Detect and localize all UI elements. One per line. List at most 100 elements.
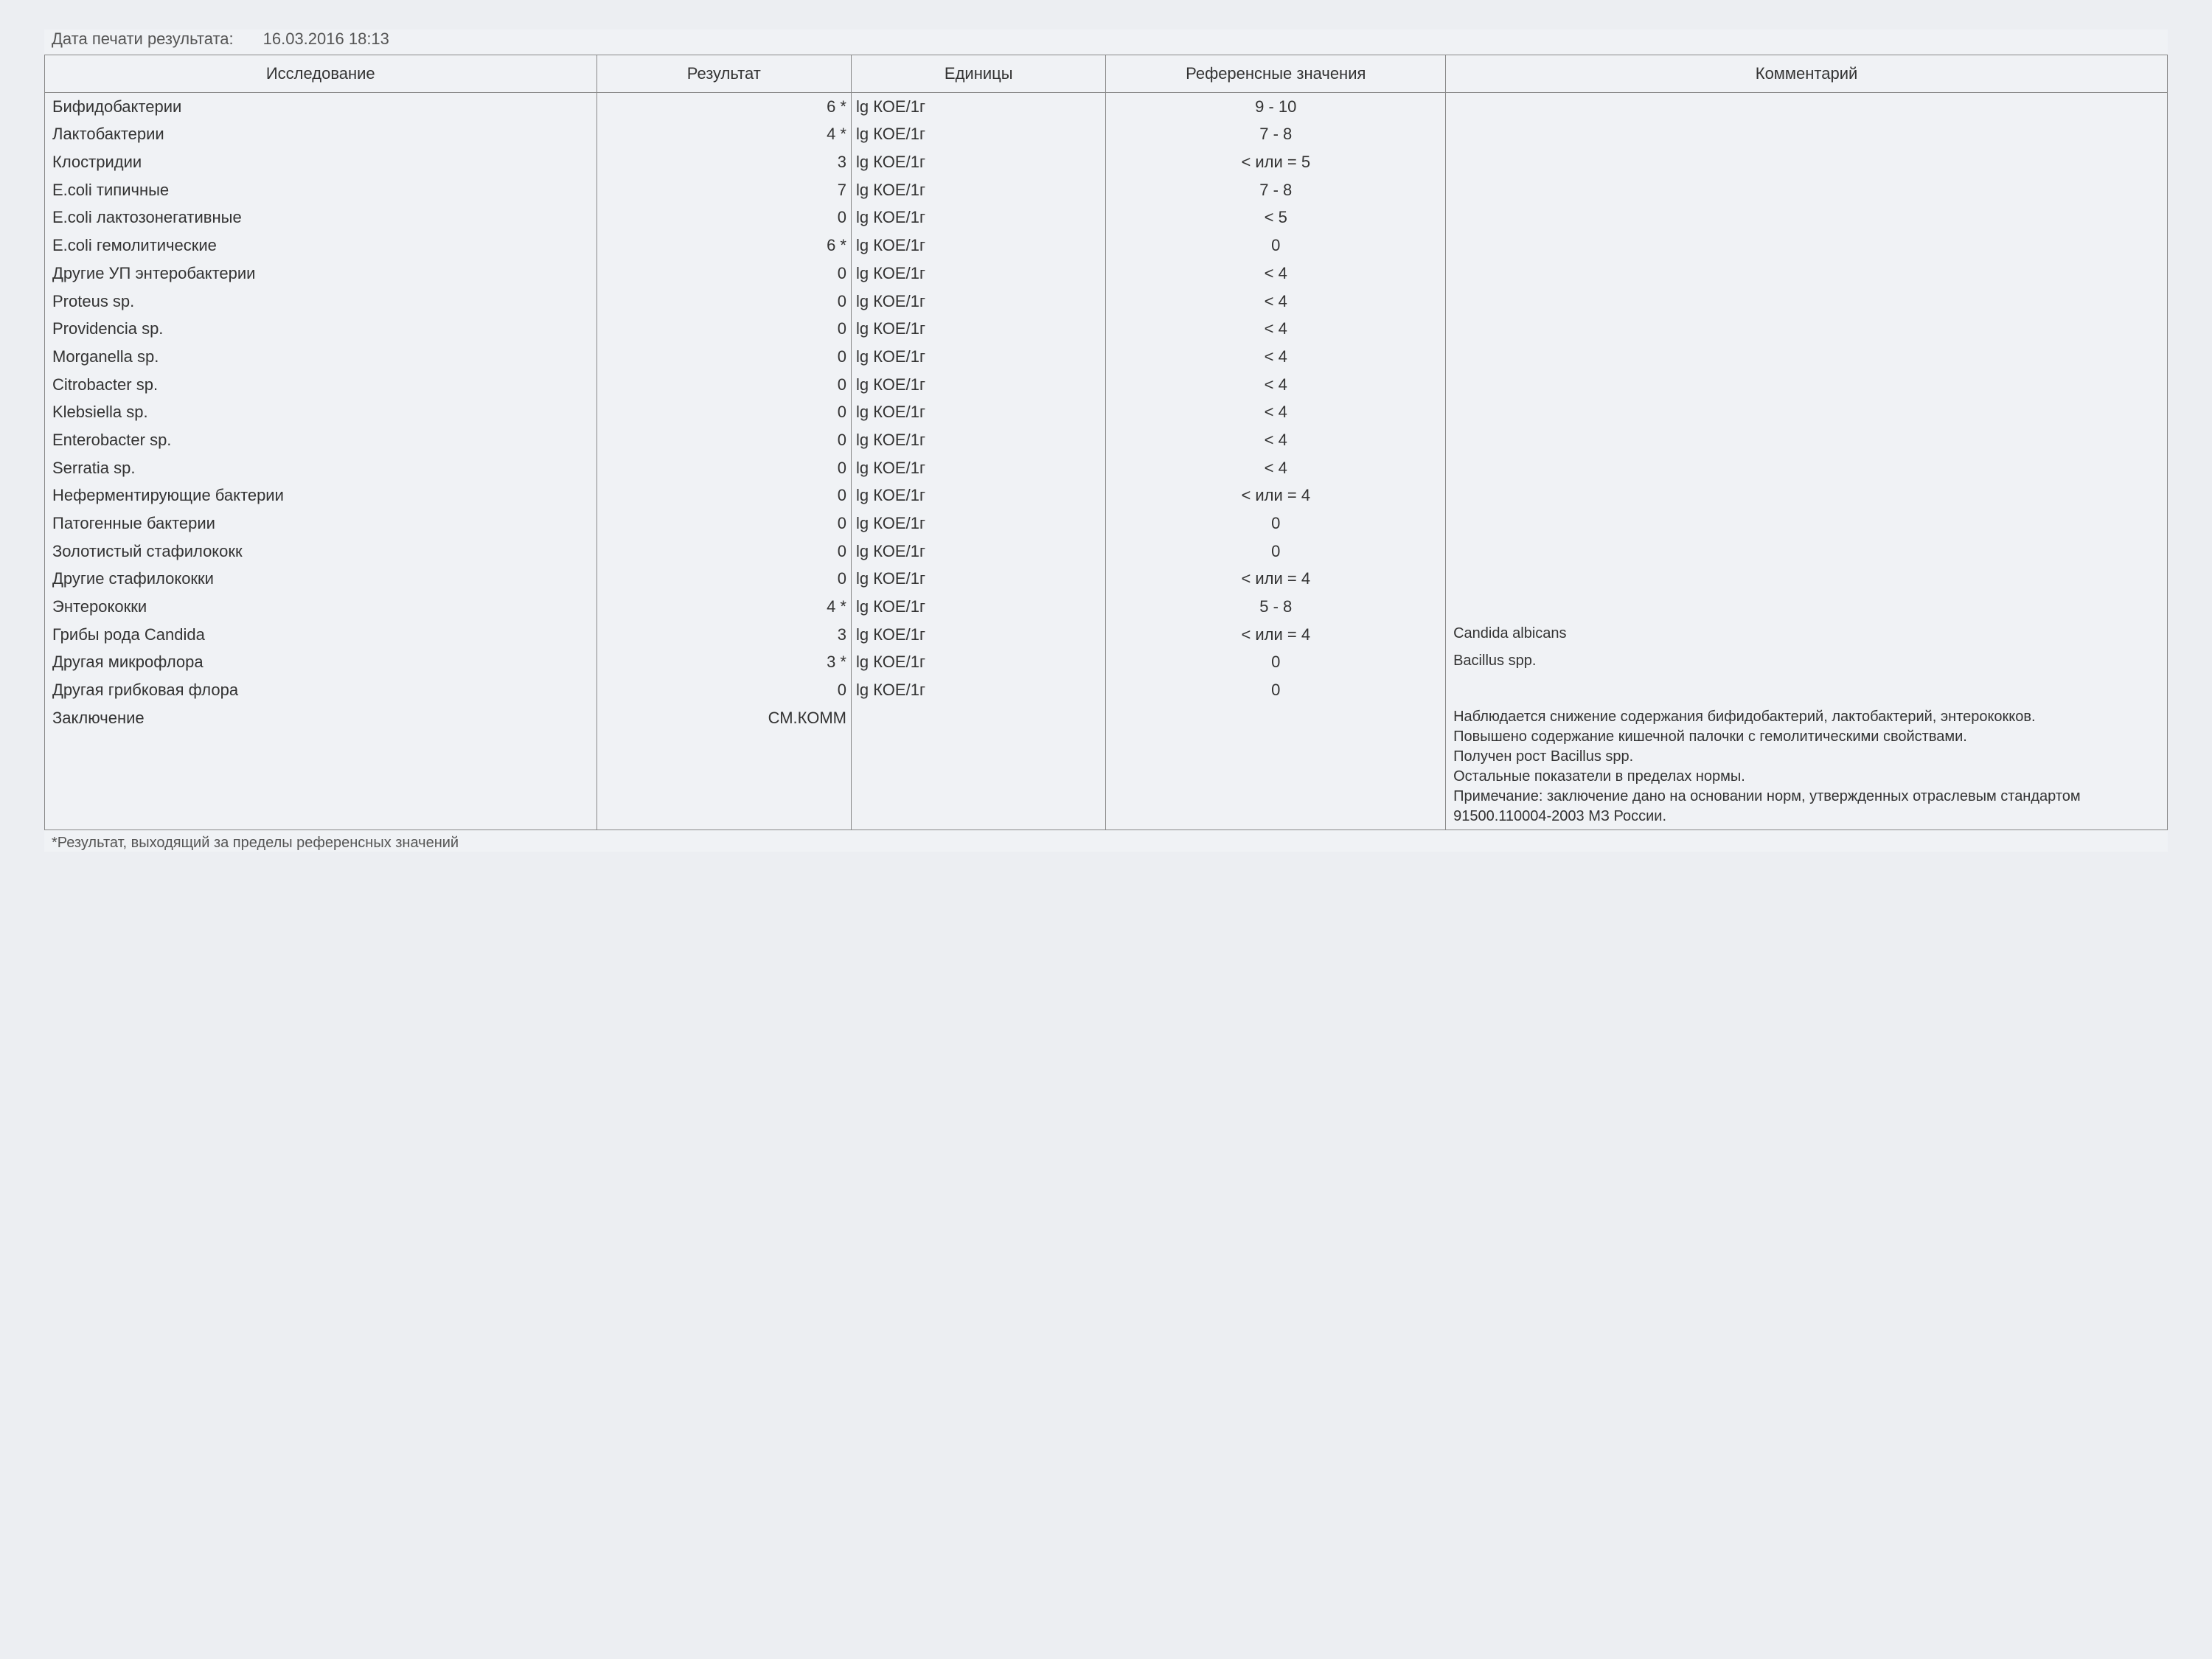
print-date-label: Дата печати результата: [52, 29, 234, 49]
results-table: Исследование Результат Единицы Референсн… [44, 55, 2168, 830]
cell-comment: Наблюдается снижение содержания бифидоба… [1446, 704, 2168, 830]
cell-test: Citrobacter sp. [45, 371, 597, 399]
table-row: Другие стафилококки0lg КОЕ/1г< или = 4 [45, 565, 2168, 593]
cell-test: Enterobacter sp. [45, 426, 597, 454]
table-row: Клостридии3lg КОЕ/1г< или = 5 [45, 148, 2168, 176]
cell-result: 6 * [597, 232, 851, 260]
cell-comment [1446, 315, 2168, 343]
cell-reference [1106, 704, 1446, 830]
cell-units: lg КОЕ/1г [852, 538, 1106, 566]
cell-units: lg КОЕ/1г [852, 648, 1106, 676]
table-row: Бифидобактерии6 *lg КОЕ/1г9 - 10 [45, 92, 2168, 120]
col-header-test: Исследование [45, 55, 597, 93]
cell-reference: < или = 4 [1106, 565, 1446, 593]
cell-result: 0 [597, 343, 851, 371]
table-row: Другие УП энтеробактерии0lg КОЕ/1г< 4 [45, 260, 2168, 288]
cell-units: lg КОЕ/1г [852, 260, 1106, 288]
col-header-reference: Референсные значения [1106, 55, 1446, 93]
cell-result: СМ.КОММ [597, 704, 851, 830]
cell-result: 0 [597, 565, 851, 593]
cell-comment [1446, 260, 2168, 288]
cell-test: Лактобактерии [45, 120, 597, 148]
table-header-row: Исследование Результат Единицы Референсн… [45, 55, 2168, 93]
cell-reference: < 4 [1106, 343, 1446, 371]
cell-test: Другая грибковая флора [45, 676, 597, 704]
cell-comment [1446, 481, 2168, 509]
cell-units: lg КОЕ/1г [852, 343, 1106, 371]
cell-reference: 0 [1106, 538, 1446, 566]
cell-test: Грибы рода Candida [45, 621, 597, 649]
table-row: Morganella sp.0lg КОЕ/1г< 4 [45, 343, 2168, 371]
cell-reference: < или = 5 [1106, 148, 1446, 176]
cell-reference: < 4 [1106, 260, 1446, 288]
cell-result: 0 [597, 454, 851, 482]
cell-test: Proteus sp. [45, 288, 597, 316]
cell-comment [1446, 204, 2168, 232]
cell-result: 6 * [597, 92, 851, 120]
cell-units: lg КОЕ/1г [852, 232, 1106, 260]
cell-result: 0 [597, 371, 851, 399]
table-row: Enterobacter sp.0lg КОЕ/1г< 4 [45, 426, 2168, 454]
cell-units: lg КОЕ/1г [852, 204, 1106, 232]
cell-result: 3 [597, 621, 851, 649]
table-row: ЗаключениеСМ.КОММНаблюдается снижение со… [45, 704, 2168, 830]
cell-comment [1446, 343, 2168, 371]
cell-result: 0 [597, 426, 851, 454]
cell-comment: Candida albicans [1446, 621, 2168, 649]
cell-result: 0 [597, 509, 851, 538]
cell-units: lg КОЕ/1г [852, 315, 1106, 343]
table-row: Неферментирующие бактерии0lg КОЕ/1г< или… [45, 481, 2168, 509]
cell-result: 0 [597, 538, 851, 566]
cell-test: E.coli лактозонегативные [45, 204, 597, 232]
cell-comment [1446, 176, 2168, 204]
cell-units: lg КОЕ/1г [852, 176, 1106, 204]
cell-units: lg КОЕ/1г [852, 481, 1106, 509]
cell-result: 0 [597, 204, 851, 232]
cell-reference: 7 - 8 [1106, 176, 1446, 204]
cell-reference: < 4 [1106, 398, 1446, 426]
cell-test: Morganella sp. [45, 343, 597, 371]
cell-comment [1446, 565, 2168, 593]
cell-comment: Bacillus spp. [1446, 648, 2168, 676]
footnote: *Результат, выходящий за пределы референ… [44, 835, 2168, 852]
cell-reference: < или = 4 [1106, 481, 1446, 509]
cell-result: 4 * [597, 120, 851, 148]
cell-comment [1446, 371, 2168, 399]
cell-test: Другие стафилококки [45, 565, 597, 593]
cell-comment [1446, 232, 2168, 260]
cell-reference: < 4 [1106, 454, 1446, 482]
table-row: Лактобактерии4 *lg КОЕ/1г7 - 8 [45, 120, 2168, 148]
cell-reference: < 4 [1106, 315, 1446, 343]
cell-test: E.coli типичные [45, 176, 597, 204]
cell-units: lg КОЕ/1г [852, 398, 1106, 426]
cell-units: lg КОЕ/1г [852, 593, 1106, 621]
table-row: Энтерококки4 *lg КОЕ/1г5 - 8 [45, 593, 2168, 621]
cell-result: 0 [597, 260, 851, 288]
cell-test: Неферментирующие бактерии [45, 481, 597, 509]
cell-units: lg КОЕ/1г [852, 509, 1106, 538]
lab-report-sheet: Дата печати результата: 16.03.2016 18:13… [44, 29, 2168, 852]
cell-reference: 0 [1106, 232, 1446, 260]
table-row: E.coli гемолитические6 *lg КОЕ/1г0 [45, 232, 2168, 260]
cell-comment [1446, 120, 2168, 148]
cell-result: 4 * [597, 593, 851, 621]
cell-reference: < или = 4 [1106, 621, 1446, 649]
table-row: Serratia sp.0lg КОЕ/1г< 4 [45, 454, 2168, 482]
cell-test: Золотистый стафилококк [45, 538, 597, 566]
cell-result: 0 [597, 398, 851, 426]
cell-units [852, 704, 1106, 830]
table-row: Грибы рода Candida3lg КОЕ/1г< или = 4Can… [45, 621, 2168, 649]
col-header-result: Результат [597, 55, 851, 93]
cell-result: 0 [597, 676, 851, 704]
cell-comment [1446, 92, 2168, 120]
cell-test: Providencia sp. [45, 315, 597, 343]
cell-test: Другая микрофлора [45, 648, 597, 676]
cell-units: lg КОЕ/1г [852, 454, 1106, 482]
cell-result: 0 [597, 481, 851, 509]
cell-units: lg КОЕ/1г [852, 288, 1106, 316]
cell-test: Клостридии [45, 148, 597, 176]
cell-reference: 0 [1106, 676, 1446, 704]
cell-test: Энтерококки [45, 593, 597, 621]
cell-reference: 0 [1106, 509, 1446, 538]
table-row: Патогенные бактерии0lg КОЕ/1г0 [45, 509, 2168, 538]
